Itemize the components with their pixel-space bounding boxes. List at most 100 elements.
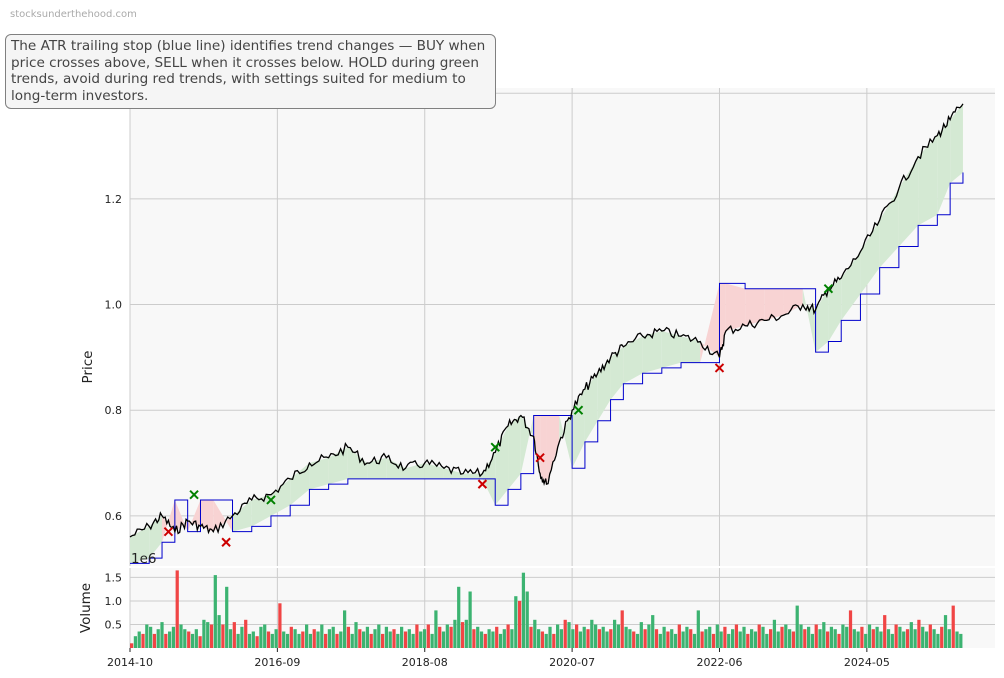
volume-bar	[171, 626, 176, 648]
volume-bar	[133, 636, 138, 648]
volume-bar	[582, 626, 586, 648]
volume-bar	[810, 633, 815, 648]
buy-signal-marker-stroke-b	[266, 495, 276, 505]
volume-bar	[358, 629, 362, 648]
watermark: stocksunderthehood.com	[10, 9, 137, 20]
volume-bar	[719, 631, 723, 648]
volume-bar	[605, 631, 609, 648]
volume-bar	[445, 624, 449, 648]
volume-bar	[187, 631, 191, 648]
volume-bar	[799, 624, 803, 648]
sell-signal-marker	[163, 526, 174, 537]
volume-bar	[305, 624, 309, 648]
bear-fill-segment	[174, 499, 188, 532]
volume-bar	[266, 631, 271, 648]
volume-unit-label: 1e6	[131, 551, 156, 567]
sell-signal-marker	[221, 537, 231, 547]
bear-fill-segment	[719, 283, 726, 358]
volume-bar	[856, 631, 860, 648]
volume-bar	[761, 626, 765, 648]
buy-signal-marker	[573, 405, 584, 415]
volume-ytick-label: 1.5	[105, 571, 123, 584]
volume-bar	[651, 615, 655, 648]
volume-bar	[708, 626, 712, 648]
bear-fill-segment	[540, 415, 547, 485]
volume-bar	[384, 626, 389, 648]
volume-bar	[149, 626, 153, 648]
volume-bar	[711, 633, 716, 648]
volume-bar	[194, 629, 198, 648]
volume-bar	[635, 633, 640, 648]
volume-bar	[913, 629, 917, 648]
volume-bar	[890, 633, 894, 648]
sell-signal-marker-stroke-b	[221, 537, 231, 547]
sell-signal-marker	[714, 363, 725, 373]
volume-bar	[419, 631, 423, 648]
volume-bar	[871, 629, 875, 648]
volume-bar	[552, 633, 556, 648]
bull-fill-segment	[367, 457, 387, 479]
volume-bar	[430, 633, 434, 648]
volume-bar	[936, 633, 940, 648]
bull-fill-segment	[309, 457, 329, 490]
volume-bar	[590, 619, 594, 648]
bull-fill-segment	[918, 135, 938, 226]
annotation-box: The ATR trailing stop (blue line) identi…	[5, 34, 496, 110]
volume-bar	[495, 626, 499, 648]
volume-bar	[491, 631, 495, 648]
volume-bar	[924, 631, 929, 648]
volume-bar	[510, 629, 514, 648]
volume-bar	[483, 633, 487, 648]
buy-signal-marker-stroke-b	[573, 405, 584, 415]
volume-bar	[696, 610, 700, 648]
volume-bar	[898, 626, 902, 648]
volume-bar	[597, 629, 602, 648]
volume-bar	[727, 633, 731, 648]
volume-bar	[514, 596, 518, 648]
volume-bar	[700, 631, 704, 648]
volume-bar	[198, 636, 202, 648]
bull-fill-segment	[559, 410, 573, 469]
volume-bar	[537, 629, 541, 648]
volume-bar	[506, 624, 510, 648]
volume-ytick-label: 1.0	[105, 595, 123, 608]
volume-bar	[373, 629, 377, 648]
volume-bar	[168, 631, 172, 648]
volume-bar	[951, 605, 955, 648]
volume-bar	[426, 624, 430, 648]
volume-bar	[837, 633, 841, 648]
volume-bar	[365, 626, 370, 648]
volume-bar	[392, 629, 396, 648]
volume-bar	[601, 626, 605, 648]
volume-bar	[160, 622, 164, 648]
volume-bar	[883, 615, 887, 648]
volume-bar	[791, 631, 796, 648]
volume-bar	[886, 629, 891, 648]
volume-bar	[460, 622, 465, 648]
volume-bar	[578, 631, 583, 648]
volume-bar	[852, 629, 856, 648]
volume-bar	[780, 626, 784, 648]
sell-signal-marker-stroke-b	[535, 453, 545, 463]
bull-fill-segment	[520, 415, 534, 474]
volume-bar	[137, 631, 141, 648]
volume-bar	[567, 622, 571, 648]
volume-bar	[738, 631, 742, 648]
volume-bar	[940, 626, 944, 648]
bear-fill-segment	[546, 415, 560, 485]
volume-bar	[734, 624, 739, 648]
bull-fill-segment	[828, 278, 842, 342]
volume-bar	[628, 629, 632, 648]
volume-bar	[320, 624, 324, 648]
volume-bar	[236, 633, 240, 648]
bull-fill-segment	[495, 426, 509, 506]
volume-bar	[396, 633, 400, 648]
bear-fill-segment	[725, 283, 746, 331]
bull-fill-segment	[463, 473, 483, 479]
buy-signal-marker	[189, 489, 199, 500]
bear-fill-segment	[200, 499, 214, 532]
volume-bar	[438, 626, 442, 648]
price-plot-area	[130, 88, 995, 566]
volume-bar	[814, 624, 818, 648]
volume-bar	[316, 631, 320, 648]
